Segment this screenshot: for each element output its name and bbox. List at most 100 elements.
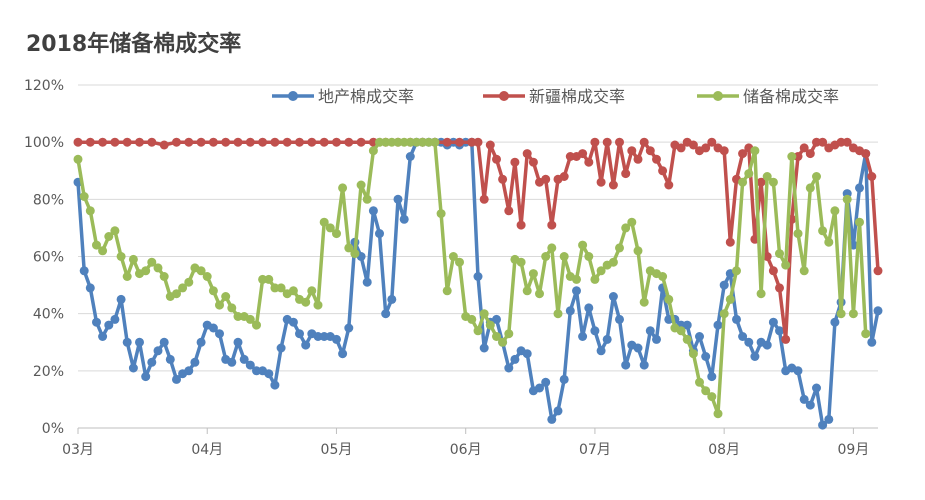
data-point [405, 152, 415, 161]
data-point [639, 137, 649, 147]
data-point [153, 346, 163, 356]
data-point [479, 309, 489, 319]
data-point [98, 137, 108, 147]
data-point [325, 223, 335, 233]
legend: 地产棉成交率 新疆棉成交率 储备棉成交率 [272, 87, 839, 106]
data-point [658, 272, 668, 281]
data-point [725, 294, 735, 304]
data-point [836, 309, 846, 319]
data-point [664, 294, 674, 304]
data-point [799, 394, 809, 404]
x-tick-label: 05月 [321, 442, 353, 458]
data-point [288, 286, 298, 296]
data-point [227, 357, 237, 367]
data-point [621, 223, 631, 233]
data-point [122, 272, 132, 281]
data-point [430, 137, 440, 147]
data-point [744, 337, 754, 347]
data-point [387, 294, 397, 304]
data-point [356, 137, 366, 147]
data-point [85, 137, 95, 147]
data-point [473, 326, 483, 336]
data-point [584, 303, 594, 313]
data-point [208, 286, 218, 296]
data-point [258, 137, 268, 147]
data-point [387, 137, 397, 147]
data-point [565, 152, 575, 161]
data-point [307, 286, 317, 296]
data-point [522, 149, 532, 159]
legend-marker [499, 91, 509, 101]
data-point [639, 297, 649, 307]
data-point [208, 323, 218, 333]
data-point [479, 194, 489, 204]
legend-label: 储备棉成交率 [743, 87, 839, 106]
data-point [319, 137, 329, 147]
data-point [732, 266, 741, 276]
data-point [818, 420, 828, 430]
data-point [590, 326, 600, 336]
data-point [116, 294, 126, 304]
data-point [147, 137, 157, 147]
data-point [288, 317, 298, 327]
data-point [608, 180, 618, 190]
data-point [719, 309, 729, 319]
data-point [750, 146, 760, 156]
data-point [79, 192, 89, 201]
data-point [399, 214, 409, 224]
data-point [245, 360, 255, 370]
data-point [104, 232, 114, 241]
data-point [682, 334, 692, 344]
data-point [688, 140, 698, 150]
data-point [818, 226, 828, 236]
data-point [221, 137, 231, 147]
data-point [621, 360, 631, 370]
data-point [824, 237, 834, 247]
data-point [664, 180, 674, 190]
data-point [842, 137, 852, 147]
data-point [338, 349, 348, 359]
data-point [793, 366, 803, 376]
data-point [701, 143, 711, 153]
data-point [455, 137, 464, 147]
data-point [578, 149, 588, 159]
data-point [812, 383, 821, 393]
data-point [208, 137, 218, 147]
data-point [762, 172, 772, 181]
data-point [79, 266, 89, 276]
data-point [405, 137, 415, 147]
data-point [375, 229, 384, 239]
data-point [775, 249, 784, 259]
data-point [602, 137, 612, 147]
data-point [547, 243, 557, 253]
data-point [128, 363, 138, 373]
data-point [584, 157, 594, 167]
data-point [467, 137, 477, 147]
data-point [516, 220, 526, 230]
data-point [344, 243, 354, 253]
data-point [510, 354, 520, 364]
x-axis [77, 427, 878, 434]
data-point [732, 314, 741, 324]
data-point [98, 246, 108, 256]
data-point [867, 172, 877, 181]
data-point [159, 140, 169, 150]
data-point [855, 217, 864, 227]
data-point [756, 177, 766, 187]
data-point [627, 146, 637, 156]
data-point [596, 266, 606, 276]
data-point [873, 266, 883, 276]
x-tick-label: 09月 [837, 442, 869, 458]
data-point [172, 137, 181, 147]
data-point [781, 260, 791, 270]
data-point [122, 337, 132, 347]
data-point [498, 337, 508, 347]
data-point [393, 194, 403, 204]
data-point [848, 309, 858, 319]
data-point [707, 392, 717, 402]
data-point [276, 283, 286, 293]
y-tick-label: 20% [33, 364, 64, 380]
data-point [473, 272, 483, 281]
chart-title: 2018年储备棉成交率 [26, 32, 242, 57]
